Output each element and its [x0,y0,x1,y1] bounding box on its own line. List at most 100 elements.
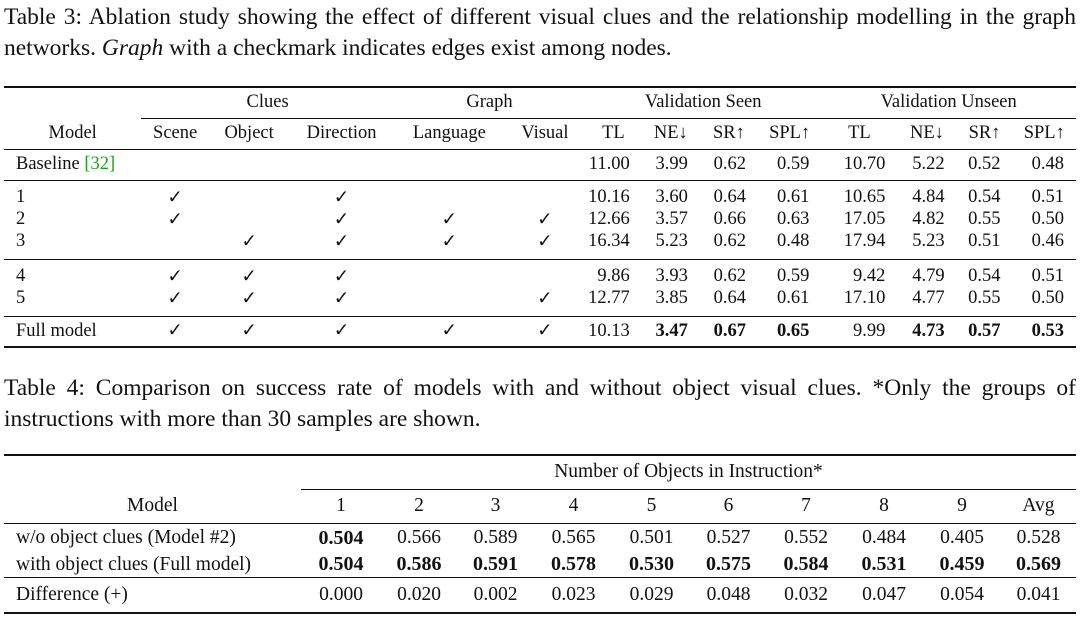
success-rate: 0.591 [473,553,518,576]
empty-cell [208,179,290,209]
table3-caption-italic: Graph [101,35,164,61]
metric-value: 0.66 [713,209,746,229]
column-header: SR↑ [712,123,745,143]
metric-value: 9.99 [821,315,898,348]
column-header: NE↓ [653,123,688,143]
column-header: TL [848,123,871,143]
column-header: Scene [153,123,198,143]
metric-value: 4.79 [897,258,957,288]
column-header: 1 [336,495,346,516]
column-header: Object [224,123,274,143]
checkmark: ✓ [241,231,257,252]
success-rate: 0.578 [551,553,596,576]
table3-caption-prefix: Table 3: Ablation study showing the effe… [4,4,1076,61]
table-cell [393,148,505,180]
checkmark: ✓ [441,231,458,252]
difference-value: 0.047 [845,576,923,614]
difference-value: 0.041 [1001,576,1076,614]
success-rate: 0.527 [690,522,767,553]
metric-value: 0.51 [1012,258,1076,288]
ablation-table: Clues Graph Validation Seen Validation Unse… [4,86,1076,348]
column-header: NE↓ [910,123,944,143]
metric-value: 11.00 [585,148,642,180]
metric-value: 16.34 [588,231,630,251]
metric-value: 12.77 [588,288,630,308]
metric-value: 0.64 [699,179,758,209]
metric-value: 0.64 [713,288,746,308]
metric-value: 4.82 [912,209,945,229]
model-name: with object clues (Full model) [16,553,252,575]
ablation-row: 3 ✓ ✓ ✓ ✓ 16.34 5.23 0.62 0.48 17.94 5.23 0.51 0.46 [4,231,1076,260]
metric-value: 0.63 [776,209,810,229]
ablation-row: 4 ✓ ✓ ✓ 9.86 3.93 0.62 0.59 9.42 4.79 0.54 0.51 [4,258,1076,288]
metric-value: 0.46 [1031,231,1064,251]
checkmark: ✓ [441,209,458,230]
baseline-citation-link[interactable]: [32] [84,154,116,174]
model-id: 2 [16,209,26,229]
empty-cell [141,231,209,260]
metric-value: 4.73 [897,315,957,348]
difference-value: 0.029 [613,576,690,614]
metric-value: 0.57 [956,315,1013,348]
metric-value: 10.13 [585,315,642,348]
metric-value: 5.23 [655,231,688,251]
checkmark: ✓ [289,179,394,209]
difference-value: 0.000 [301,576,381,614]
checkmark: ✓ [333,209,350,230]
checkmark: ✓ [241,288,257,309]
empty-cell [504,179,586,209]
table3-caption: Table 3: Ablation study showing the effe… [4,2,1076,64]
metric-value: 0.67 [699,315,758,348]
column-header: Direction [306,123,377,143]
checkmark: ✓ [141,315,209,348]
metric-value: 0.61 [757,179,822,209]
table4-caption: Table 4: Comparison on success rate of m… [4,375,1076,432]
column-header: 6 [723,495,734,516]
success-rate: 0.405 [923,522,1001,553]
success-rate: 0.586 [396,553,442,576]
column-header: 3 [490,495,501,516]
metric-value: 3.85 [655,288,688,308]
metric-value: 5.23 [912,231,945,251]
checkmark: ✓ [167,288,183,309]
column-header: TL [602,123,625,143]
column-header: 7 [801,495,811,516]
graph-header: Graph [393,86,586,119]
checkmark: ✓ [333,288,350,309]
column-header: 2 [414,495,424,516]
difference-value: 0.023 [534,576,613,614]
success-rate: 0.575 [706,553,751,576]
success-rate: 0.459 [939,553,985,576]
metric-value: 10.70 [821,148,898,180]
checkmark: ✓ [333,231,350,252]
metric-value: 0.54 [956,258,1013,288]
column-header: 4 [568,495,579,516]
checkmark: ✓ [289,315,394,348]
success-rate: 0.484 [845,522,923,553]
metric-value: 0.54 [956,179,1013,209]
column-header: SPL↑ [1023,123,1065,143]
comparison-row: with object clues (Full model) 0.504 0.586… [4,553,1076,577]
column-header-row: Model 1 2 3 4 5 6 7 8 9 Avg [4,489,1076,523]
difference-label: Difference (+) [4,576,301,614]
metric-value: 0.62 [699,258,758,288]
validation-unseen-header: Validation Unseen [821,86,1076,119]
metric-value: 12.66 [588,209,630,229]
metric-value: 0.51 [1012,179,1076,209]
success-rate: 0.566 [381,522,457,553]
metric-value: 9.42 [821,258,898,288]
checkmark: ✓ [537,231,553,252]
metric-value: 10.16 [585,179,642,209]
success-rate: 0.552 [767,522,845,553]
table3-caption-suffix: with a checkmark indicates edges exist a… [163,35,672,61]
difference-value: 0.054 [923,576,1001,614]
column-header: 8 [879,495,889,516]
ablation-row: 1 ✓ ✓ 10.16 3.60 0.64 0.61 10.65 4.84 0.54 0.51 [4,179,1076,209]
object-clues-table: Number of Objects in Instruction* Model 1 2… [4,454,1076,614]
metric-value: 4.84 [897,179,957,209]
difference-value: 0.002 [457,576,534,614]
column-header: Model [48,122,97,143]
success-rate: 0.565 [534,522,613,553]
model-id: 1 [4,179,142,209]
metric-value: 17.10 [843,288,886,308]
